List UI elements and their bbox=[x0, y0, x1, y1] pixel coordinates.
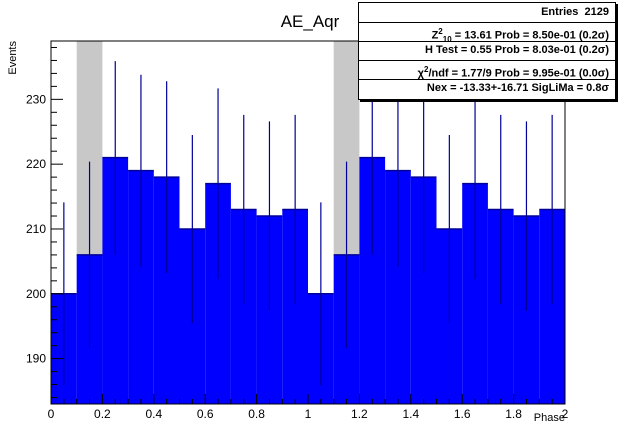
y-tick-label: 210 bbox=[26, 222, 46, 236]
stats-box: Entries 2129 Z210 = 13.61 Prob = 8.50e-0… bbox=[358, 2, 616, 100]
x-axis-ticks: 0 0.2 0.4 0.6 0.8 1 1.2 1.4 1.6 1.8 2 bbox=[48, 394, 569, 421]
stats-z2-test: Z210 = 13.61 Prob = 8.50e-01 (0.2σ) bbox=[359, 22, 609, 44]
x-tick-label: 0 bbox=[48, 407, 55, 421]
z2-sub: 10 bbox=[442, 34, 452, 44]
x-tick-label: 1.2 bbox=[351, 407, 368, 421]
z2-text: = 13.61 Prob = 8.50e-01 (0.2σ) bbox=[451, 29, 609, 42]
x-tick-label: 1 bbox=[305, 407, 312, 421]
stats-h-test: H Test = 0.55 Prob = 8.03e-01 (0.2σ) bbox=[359, 41, 609, 60]
z2-symbol: Z bbox=[431, 29, 439, 42]
chi2-text: /ndf = 1.77/9 Prob = 9.95e-01 (0.0σ) bbox=[428, 67, 609, 80]
x-tick-label: 1.6 bbox=[454, 407, 471, 421]
histogram-bars bbox=[51, 156, 565, 404]
x-tick-label: 2 bbox=[562, 407, 569, 421]
x-tick-label: 0.4 bbox=[145, 407, 162, 421]
x-axis-label: Phase bbox=[534, 412, 565, 424]
y-axis-label: Events bbox=[7, 41, 19, 75]
stats-nex: Nex = -13.33+-16.71 SigLiMa = 0.8σ bbox=[359, 79, 609, 98]
x-tick-label: 1.4 bbox=[402, 407, 419, 421]
y-tick-label: 230 bbox=[26, 92, 46, 106]
y-tick-label: 200 bbox=[26, 287, 46, 301]
chi2-symbol: χ bbox=[417, 67, 424, 80]
z2-sup: 2 bbox=[438, 27, 443, 36]
x-tick-label: 0.2 bbox=[94, 407, 111, 421]
entries-label: Entries bbox=[541, 6, 579, 18]
y-tick-label: 220 bbox=[26, 157, 46, 171]
stats-chi2: χ2/ndf = 1.77/9 Prob = 9.95e-01 (0.0σ) bbox=[359, 60, 609, 80]
x-tick-label: 0.6 bbox=[197, 407, 214, 421]
x-tick-label: 0.8 bbox=[248, 407, 265, 421]
stats-entries: Entries 2129 bbox=[359, 3, 609, 22]
entries-value: 2129 bbox=[584, 6, 609, 18]
x-tick-label: 1.8 bbox=[505, 407, 522, 421]
htest-text: H Test = 0.55 Prob = 8.03e-01 (0.2σ) bbox=[424, 44, 609, 56]
chi2-sup: 2 bbox=[423, 65, 429, 74]
nex-text: Nex = -13.33+-16.71 SigLiMa = 0.8σ bbox=[426, 82, 609, 94]
y-tick-label: 190 bbox=[26, 352, 46, 366]
y-axis-ticks: 190 200 210 220 230 bbox=[26, 46, 63, 399]
chart-title: AE_Aqr bbox=[281, 12, 340, 31]
